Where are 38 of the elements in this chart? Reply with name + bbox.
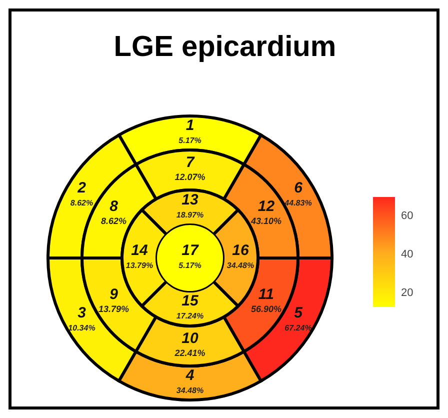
data-label: 13.79% (126, 261, 154, 270)
data-label: 12.07% (174, 172, 206, 182)
category-label: 11 (258, 286, 274, 303)
data-label: 17.24% (176, 312, 204, 320)
data-label: 56.90% (250, 304, 282, 314)
category-label: 14 (131, 242, 148, 259)
category-label: 5 (294, 304, 304, 322)
data-label: 8.62% (101, 216, 127, 226)
data-label: 18.97% (176, 210, 204, 220)
category-label: 6 (294, 180, 304, 196)
category-label: 4 (184, 367, 195, 384)
category-label: 16 (232, 242, 250, 259)
data-label: 10.34% (68, 324, 96, 332)
category-label: 17 (182, 242, 199, 259)
data-label: 5.17% (178, 261, 202, 270)
text: 40 (401, 248, 414, 260)
category-label: 15 (182, 292, 199, 310)
data-label: 34.48% (176, 386, 204, 395)
data-label: 43.10% (250, 216, 282, 226)
data-label: 44.83% (284, 198, 312, 208)
category-label: 3 (78, 304, 87, 322)
category-label: 7 (186, 154, 195, 171)
category-label: 13 (182, 192, 199, 208)
data-label: 8.62% (70, 198, 94, 208)
data-label: 67.24% (284, 324, 312, 332)
text: 20 (401, 287, 414, 299)
category-label: 12 (258, 198, 276, 215)
data-label: 5.17% (178, 136, 202, 145)
category-label: 10 (182, 330, 199, 347)
data-label: 13.79% (98, 304, 130, 314)
data-label: 22.41% (174, 348, 206, 358)
category-label: 8 (110, 198, 119, 215)
text: 60 (401, 210, 414, 222)
category-label: 9 (110, 286, 119, 303)
text: LGE epicardium (114, 31, 336, 63)
data-label: 34.48% (226, 261, 254, 270)
category-label: 2 (76, 180, 87, 196)
category-label: 1 (186, 117, 194, 134)
